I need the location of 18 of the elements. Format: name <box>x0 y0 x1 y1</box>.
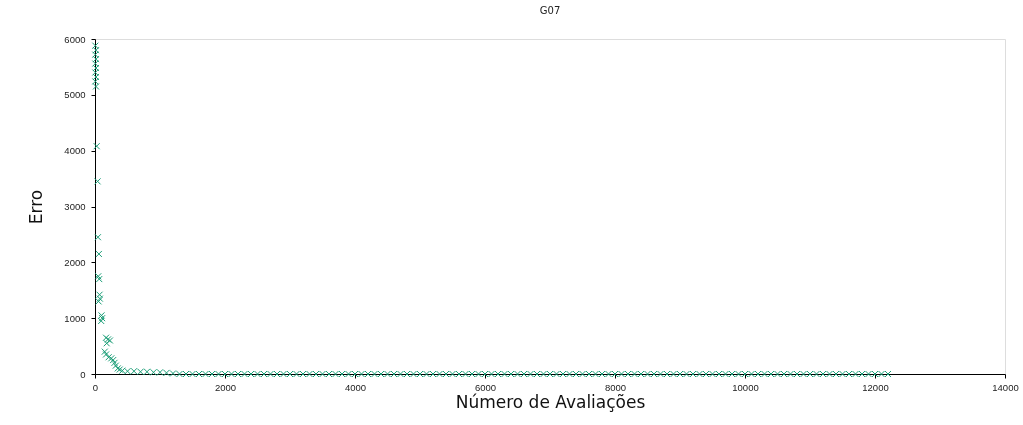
y-tick-label: 5000 <box>64 89 86 101</box>
y-tick-label: 2000 <box>64 256 86 268</box>
y-tick-label: 6000 <box>64 33 86 45</box>
x-tick-label: 6000 <box>474 381 497 393</box>
y-axis-title: Erro <box>26 189 47 225</box>
x-tick-label: 10000 <box>732 381 759 393</box>
chart-title: G07 <box>539 5 561 16</box>
y-tick-label: 1000 <box>64 312 86 324</box>
x-tick-label: 14000 <box>992 381 1019 393</box>
x-tick-label: 0 <box>92 381 99 393</box>
x-tick-label: 12000 <box>862 381 889 393</box>
x-axis-title: Número de Avaliações <box>455 392 646 412</box>
y-tick-label: 4000 <box>64 145 86 157</box>
x-tick-label: 4000 <box>344 381 367 393</box>
x-tick-label: 2000 <box>214 381 237 393</box>
y-tick-label: 0 <box>80 368 86 380</box>
y-tick-label: 3000 <box>64 201 86 212</box>
x-tick-label: 8000 <box>604 381 627 393</box>
